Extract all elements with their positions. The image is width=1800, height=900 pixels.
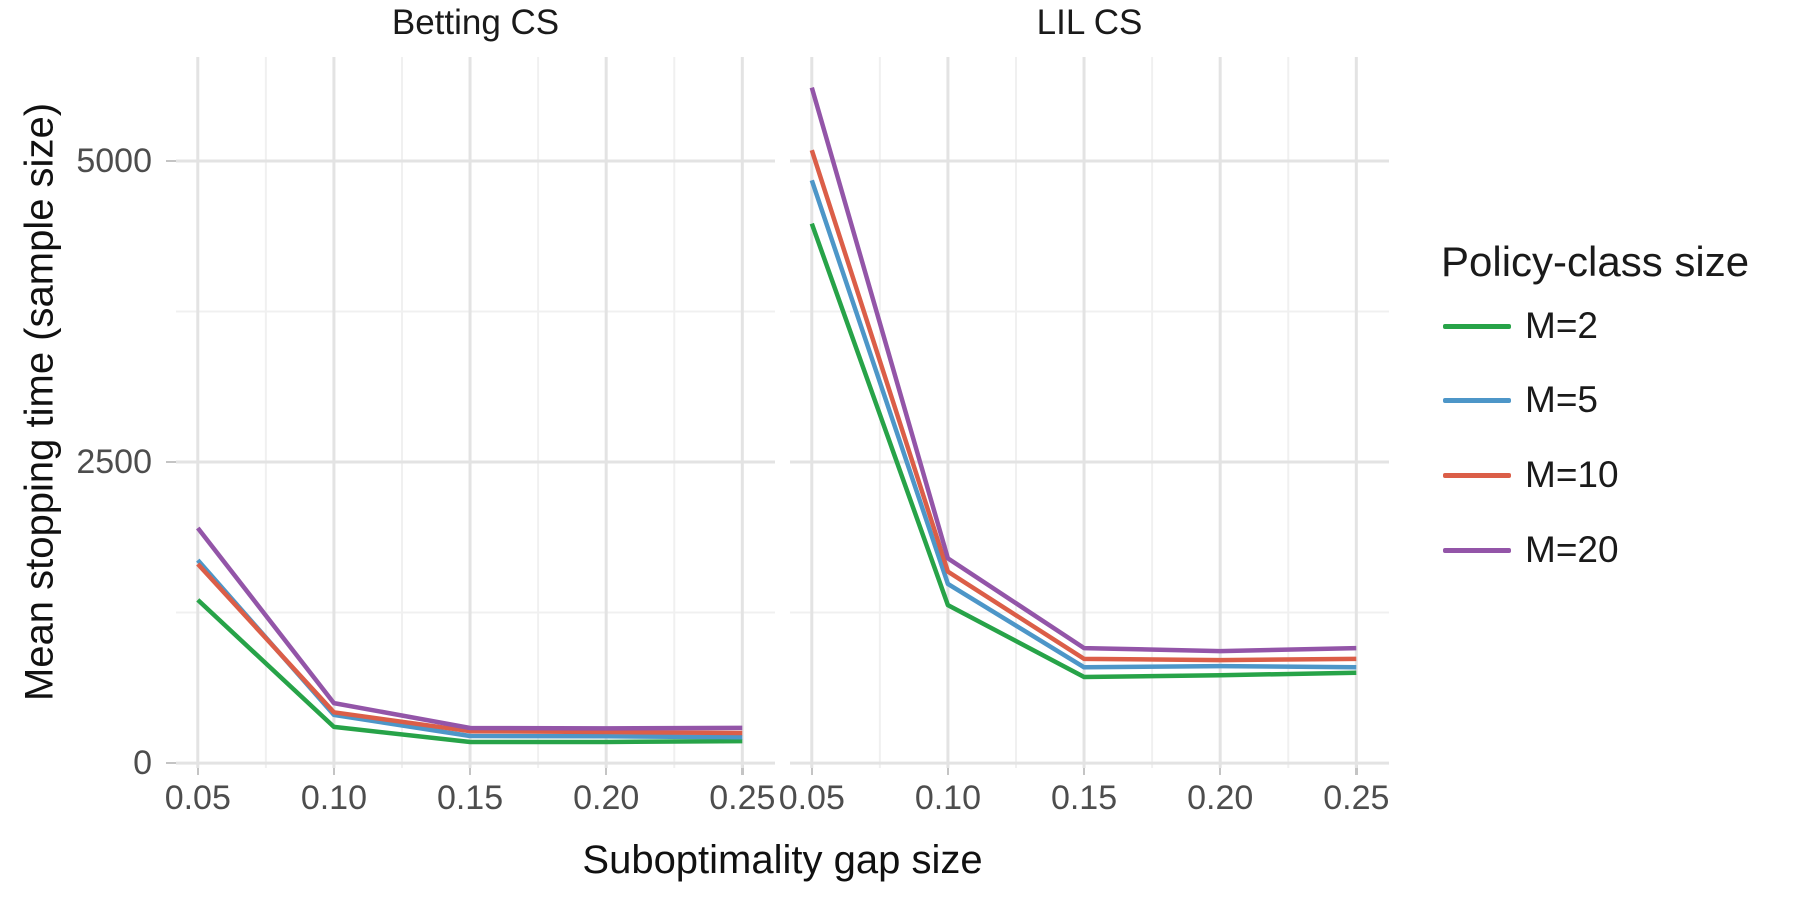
facet-title-lil-cs: LIL CS bbox=[1036, 3, 1143, 42]
legend-label: M=10 bbox=[1525, 454, 1619, 495]
series-line-m20 bbox=[196, 526, 743, 731]
legend-item-m10: M=10 bbox=[1443, 449, 1619, 501]
x-tick-mark bbox=[810, 765, 814, 775]
legend-line-swatch bbox=[1443, 323, 1511, 329]
x-tick-mark bbox=[196, 765, 200, 775]
x-tick-label: 0.05 bbox=[778, 779, 845, 817]
series-line-m2 bbox=[809, 222, 1357, 680]
x-tick-mark bbox=[332, 765, 336, 775]
x-tick-mark bbox=[741, 765, 744, 775]
x-tick-mark bbox=[946, 765, 950, 775]
x-tick-mark bbox=[1082, 765, 1086, 775]
legend-label: M=5 bbox=[1525, 379, 1599, 420]
y-axis-title: Mean stopping time (sample size) bbox=[17, 102, 62, 702]
legend-line-swatch bbox=[1443, 472, 1511, 478]
x-tick-mark bbox=[468, 765, 472, 775]
y-tick-label: 2500 bbox=[76, 443, 152, 482]
legend-line-swatch bbox=[1443, 547, 1511, 553]
legend-item-m20: M=20 bbox=[1443, 524, 1619, 576]
x-tick-mark bbox=[1218, 765, 1222, 775]
legend: Policy-class size M=2 M=5 M=10 M=20 bbox=[1441, 236, 1800, 570]
y-tick-mark bbox=[166, 159, 176, 163]
legend-item-m5: M=5 bbox=[1443, 374, 1598, 426]
series-line-m2 bbox=[196, 598, 743, 745]
y-tick-mark bbox=[166, 460, 176, 464]
x-tick-label: 0.20 bbox=[1187, 779, 1254, 817]
panel-lil-cs bbox=[790, 57, 1389, 768]
legend-label: M=20 bbox=[1525, 529, 1619, 570]
series-line-m10 bbox=[809, 149, 1357, 663]
series-line-m20 bbox=[809, 86, 1357, 654]
y-tick-mark bbox=[166, 761, 176, 765]
x-axis-title: Suboptimality gap size bbox=[582, 838, 983, 882]
x-tick-mark bbox=[1355, 765, 1358, 775]
series-line-m5 bbox=[809, 179, 1357, 670]
x-tick-label: 0.05 bbox=[164, 779, 231, 817]
x-tick-label: 0.20 bbox=[573, 779, 640, 817]
y-tick-label: 5000 bbox=[76, 142, 152, 181]
x-tick-label: 0.25 bbox=[709, 779, 776, 817]
legend-title: Policy-class size bbox=[1441, 238, 1750, 285]
x-tick-label: 0.15 bbox=[1050, 779, 1118, 817]
x-tick-mark bbox=[604, 765, 608, 775]
x-tick-label: 0.15 bbox=[436, 779, 504, 817]
facet-title-betting-cs: Betting CS bbox=[391, 3, 560, 42]
legend-label: M=2 bbox=[1525, 305, 1599, 346]
legend-item-m2: M=2 bbox=[1443, 300, 1598, 352]
x-tick-label: 0.10 bbox=[914, 779, 981, 817]
panel-betting-cs bbox=[176, 57, 775, 768]
y-tick-label: 0 bbox=[133, 744, 152, 783]
x-tick-label: 0.10 bbox=[300, 779, 367, 817]
series-line-m10 bbox=[196, 562, 743, 736]
x-tick-label: 0.25 bbox=[1323, 779, 1390, 817]
legend-line-swatch bbox=[1443, 397, 1511, 403]
